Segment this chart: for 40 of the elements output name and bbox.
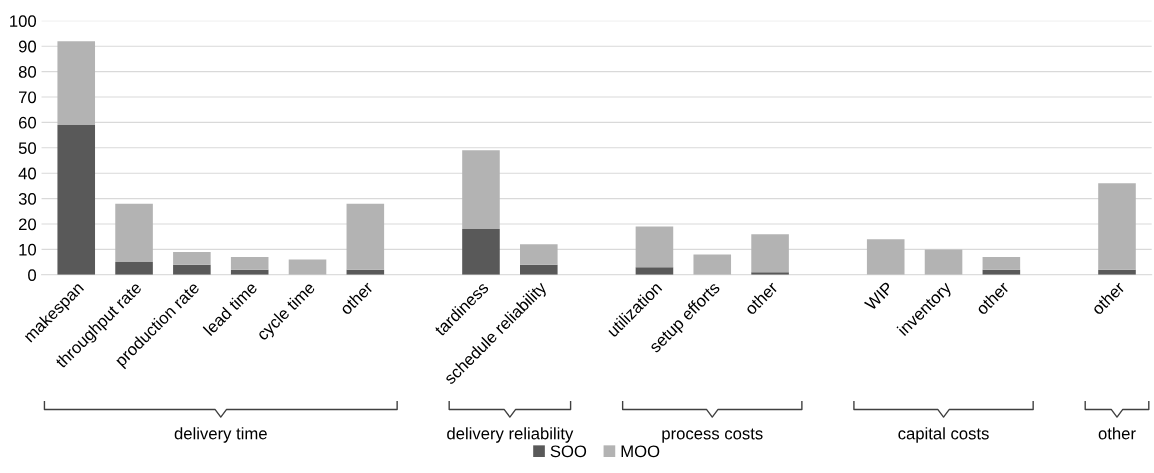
bar (346, 203, 385, 270)
text: process costs (662, 428, 763, 443)
bar (115, 262, 153, 275)
text: other (1098, 427, 1136, 440)
text: delivery reliability (447, 427, 574, 443)
bar (693, 254, 732, 275)
x-tick-label: WIP (863, 281, 894, 312)
bar (288, 259, 327, 275)
y-tick-label: 0 (28, 269, 37, 282)
bar (462, 229, 500, 275)
y-tick-label: 40 (18, 167, 37, 180)
bar (982, 257, 1021, 270)
bar (635, 226, 674, 268)
bar (520, 264, 558, 275)
legend-label: MOO (621, 445, 660, 458)
y-tick-label: 60 (18, 116, 37, 129)
bar (866, 239, 905, 275)
y-tick-label: 70 (19, 91, 37, 104)
legend-label: SOO (550, 445, 587, 458)
bar (230, 257, 269, 270)
bar (924, 249, 963, 275)
bar (57, 124, 96, 275)
bar (635, 267, 674, 275)
bar (173, 251, 211, 265)
y-tick-label: 80 (18, 66, 37, 78)
y-tick-label: 20 (18, 218, 37, 231)
y-tick-label: 90 (18, 40, 37, 53)
bar (57, 41, 96, 125)
y-tick-label: 100 (10, 15, 37, 28)
bar (462, 150, 500, 230)
bar (1098, 183, 1136, 270)
y-tick-label: 50 (18, 142, 37, 155)
y-tick-label: 10 (19, 243, 37, 256)
y-tick-label: 30 (18, 193, 37, 205)
bar (115, 203, 153, 263)
bar (520, 244, 558, 265)
bar (751, 234, 789, 273)
text: capital costs (898, 427, 989, 443)
bar (173, 264, 211, 275)
text: delivery time (174, 427, 267, 443)
